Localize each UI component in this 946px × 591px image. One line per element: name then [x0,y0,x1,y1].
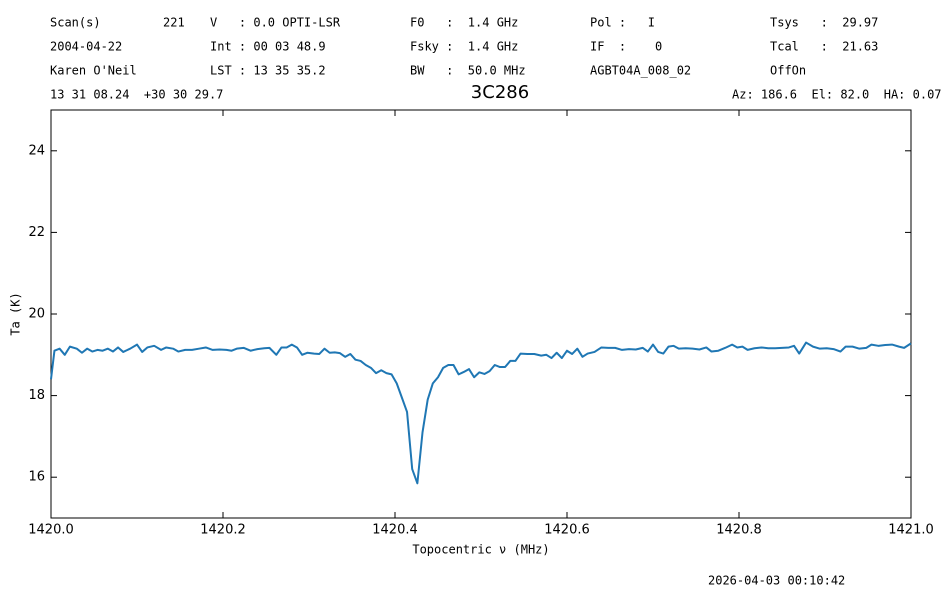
header-field: BW : 50.0 MHz [410,64,526,78]
header-field: OffOn [770,64,806,78]
x-tick-label: 1421.0 [888,523,934,538]
x-tick-label: 1420.4 [372,523,418,538]
source-position: 13 31 08.24 +30 30 29.7 [50,88,223,102]
header-field: F0 : 1.4 GHz [410,16,518,30]
timestamp: 2026-04-03 00:10:42 [708,574,845,588]
y-axis-label: Ta (K) [9,292,23,335]
spectrum-line [50,341,912,485]
header-field: Pol : I [590,16,655,30]
header-field: Tsys : 29.97 [770,16,878,30]
x-axis-label: Topocentric ν (MHz) [412,543,549,557]
header-field: LST : 13 35 35.2 [210,64,326,78]
x-tick-label: 1420.8 [716,523,762,538]
y-tick-label: 22 [28,225,45,240]
plot-frame [50,109,912,519]
x-tick-label: 1420.0 [28,523,74,538]
y-tick-label: 18 [28,388,45,403]
x-tick-label: 1420.2 [200,523,246,538]
header-field: AGBT04A_008_02 [590,64,691,78]
header-field: IF : 0 [590,40,662,54]
header-field: Scan(s) [50,16,101,30]
scan-number: 221 [163,16,185,30]
y-tick-label: 16 [28,470,45,485]
y-tick-label: 24 [28,143,45,158]
header-field: 2004-04-22 [50,40,122,54]
pointing: Az: 186.6 El: 82.0 HA: 0.07 [732,88,942,102]
header-field: Fsky : 1.4 GHz [410,40,518,54]
x-tick-label: 1420.6 [544,523,590,538]
header-field: Int : 00 03 48.9 [210,40,326,54]
chart-title: 3C286 [471,82,529,103]
header-field: Tcal : 21.63 [770,40,878,54]
header-field: V : 0.0 OPTI-LSR [210,16,341,30]
header-field: Karen O'Neil [50,64,137,78]
y-tick-label: 20 [28,307,45,322]
